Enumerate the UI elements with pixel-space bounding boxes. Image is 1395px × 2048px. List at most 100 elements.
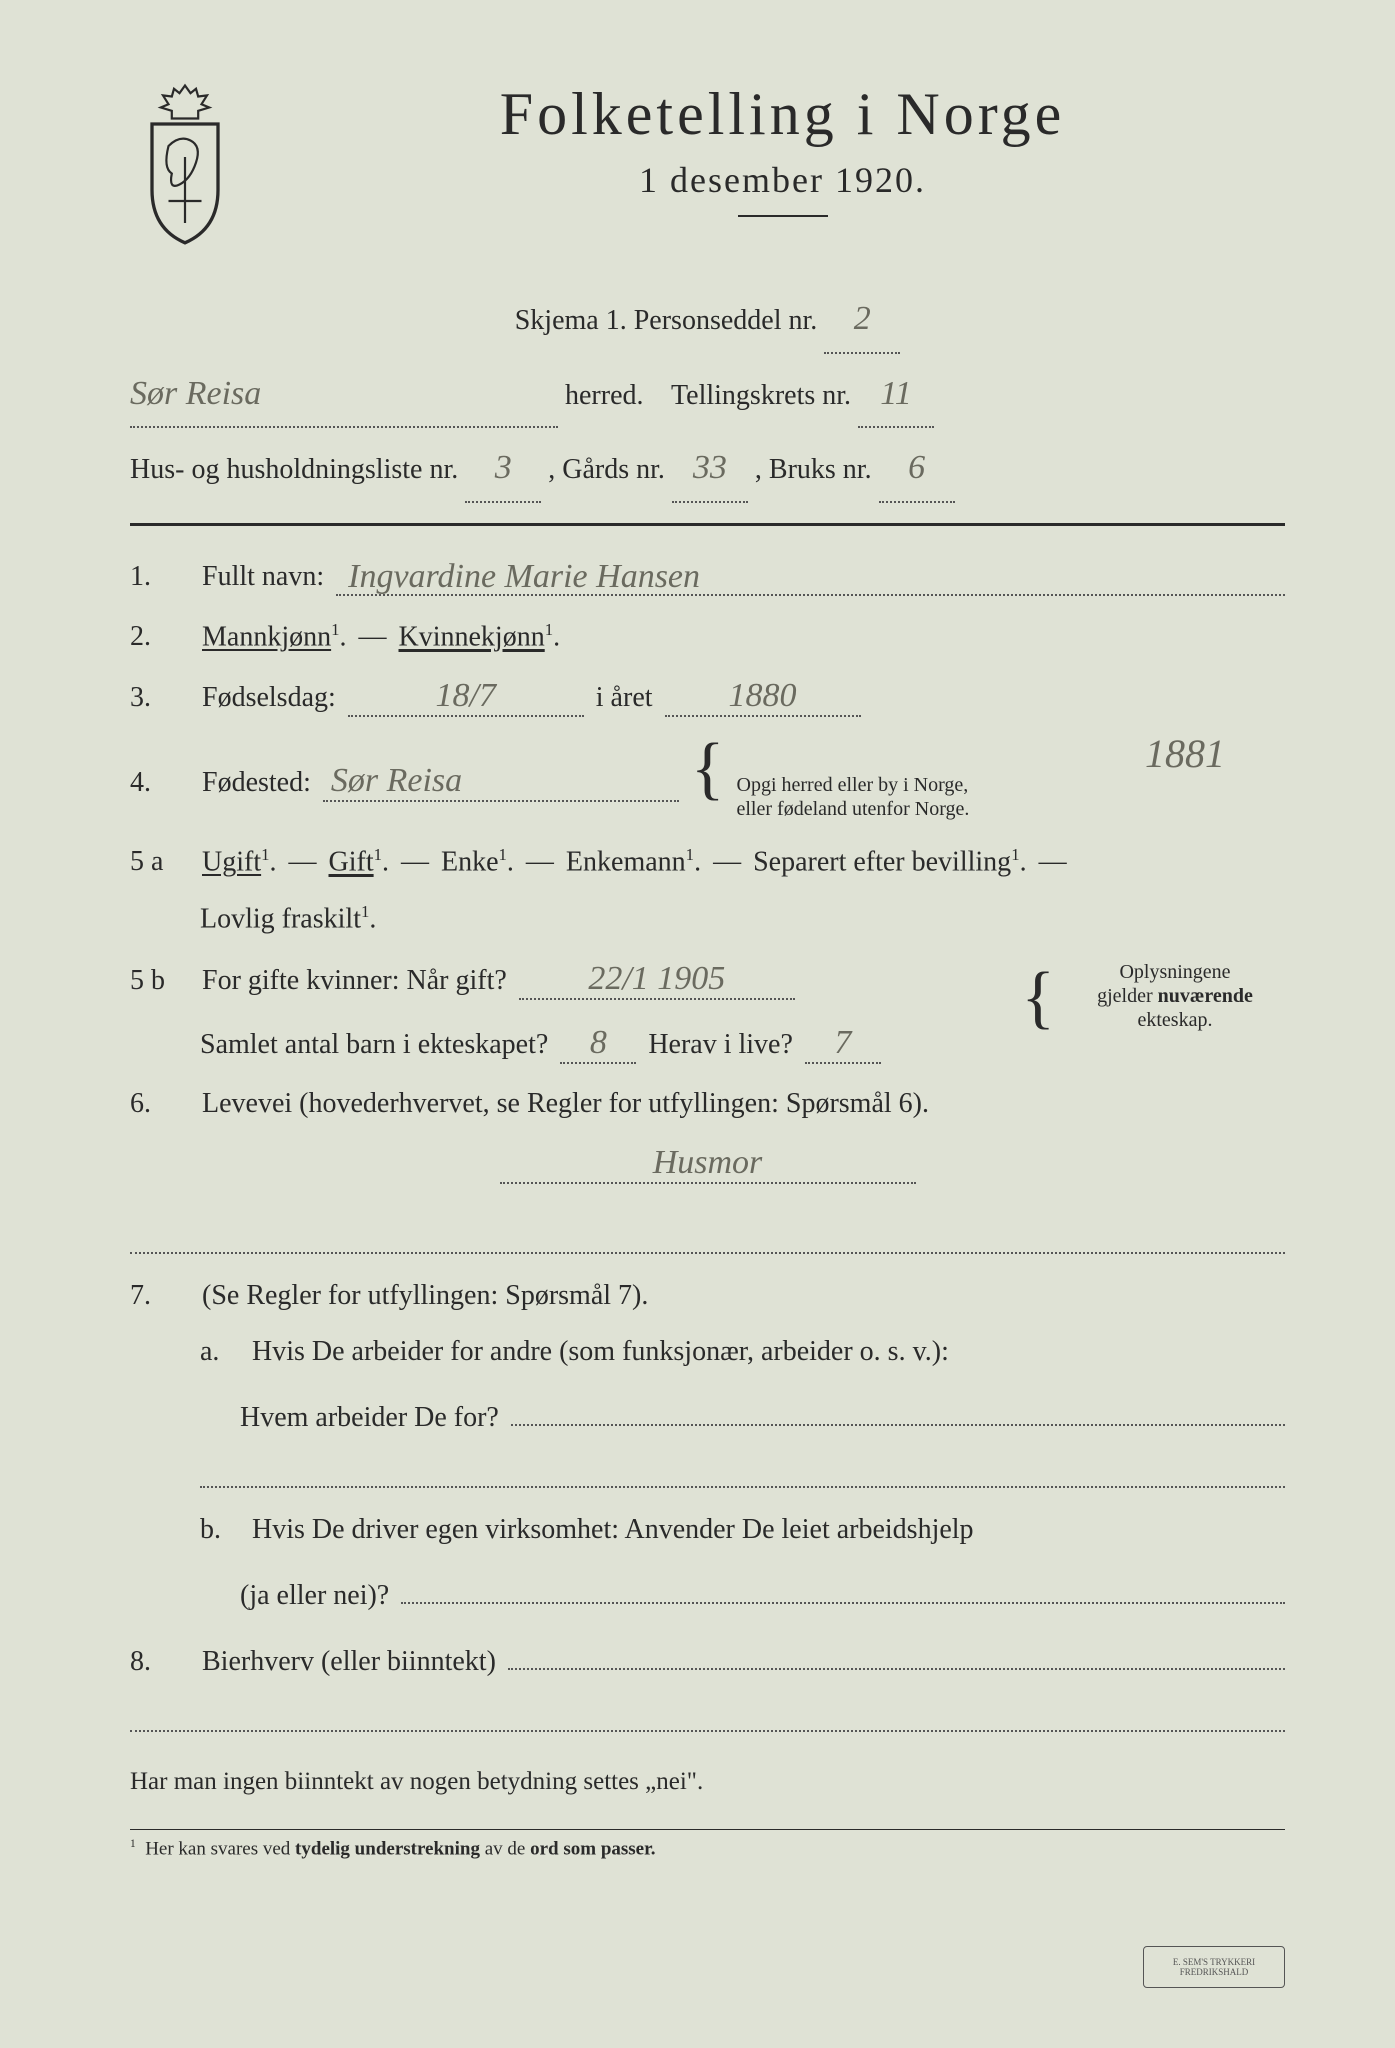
q7b-q-row: (ja eller nei)? (240, 1570, 1285, 1612)
q5a-row: 5 a Ugift1. — Gift1. — Enke1. — Enkemann… (130, 845, 1285, 878)
q7b-q: (ja eller nei)? (240, 1580, 389, 1612)
q3-year: 1880 (665, 677, 861, 717)
footer-note: Har man ingen biinntekt av nogen betydni… (130, 1758, 1285, 1806)
q6-value-row: Husmor (130, 1144, 1285, 1184)
herred-label: herred. (565, 380, 644, 411)
q7-label: (Se Regler for utfyllingen: Spørsmål 7). (202, 1280, 648, 1312)
q5b-label1: For gifte kvinner: Når gift? (202, 965, 507, 997)
tellingskrets-label: Tellingskrets nr. (671, 380, 851, 411)
q8-num: 8. (130, 1646, 190, 1678)
q5a-enkemann: Enkemann (566, 846, 686, 877)
q5a-ugift: Ugift (202, 846, 261, 877)
dash-4: — (713, 846, 741, 878)
q8-fill (508, 1636, 1285, 1670)
q4-label: Fødested: (202, 767, 311, 799)
dash-1: — (289, 846, 317, 878)
footnote-num: 1 (130, 1838, 136, 1850)
q5a-gift: Gift (329, 846, 374, 877)
dash-3: — (526, 846, 554, 878)
q5b-num: 5 b (130, 965, 190, 997)
q7b-text: Hvis De driver egen virksomhet: Anvender… (252, 1514, 974, 1546)
q7a-fill (511, 1392, 1285, 1426)
coat-of-arms-icon (130, 80, 240, 240)
q8-label: Bierhverv (eller biinntekt) (202, 1646, 496, 1678)
q6-line2 (130, 1224, 1285, 1254)
q3-label: Fødselsdag: (202, 682, 336, 714)
q7a-line2 (200, 1458, 1285, 1488)
q7a-row: a. Hvis De arbeider for andre (som funks… (200, 1336, 1285, 1368)
footnote: 1 Her kan svares ved tydelig understrekn… (130, 1829, 1285, 1860)
herred-value: Sør Reisa (130, 362, 558, 429)
q7a-q: Hvem arbeider De for? (240, 1402, 499, 1434)
title-rule (738, 215, 828, 217)
q5a-separert: Separert efter bevilling (753, 846, 1011, 877)
q5b-side1: Oplysningene (1119, 961, 1230, 983)
q7a-q-row: Hvem arbeider De for? (240, 1392, 1285, 1434)
q5a-lovlig: Lovlig fraskilt (200, 904, 361, 935)
bruks-label: , Bruks nr. (755, 454, 872, 485)
q5b-brace: { (1021, 970, 1055, 1026)
q4-sidenote: Opgi herred eller by i Norge, eller føde… (737, 773, 970, 821)
q6-value: Husmor (500, 1144, 916, 1184)
q1-label: Fullt navn: (202, 561, 324, 593)
q7-row: 7. (Se Regler for utfyllingen: Spørsmål … (130, 1280, 1285, 1312)
husliste-nr: 3 (465, 436, 541, 503)
form-title: Folketelling i Norge (280, 80, 1285, 149)
q2-mann: Mannkjønn (202, 621, 331, 652)
q4-brace: { (691, 741, 725, 797)
q2-dash: — (359, 621, 387, 653)
q1-row: 1. Fullt navn: Ingvardine Marie Hansen (130, 556, 1285, 596)
q5b-side2: gjelder nuværende (1097, 985, 1253, 1007)
questions: 1. Fullt navn: Ingvardine Marie Hansen 2… (130, 556, 1285, 1861)
q4-side2: eller fødeland utenfor Norge. (737, 798, 970, 820)
husliste-label: Hus- og husholdningsliste nr. (130, 454, 458, 485)
q7a-num: a. (200, 1336, 240, 1368)
q3-num: 3. (130, 682, 190, 714)
herred-line: Sør Reisa herred. Tellingskrets nr. 11 (130, 362, 1285, 429)
gards-label: , Gårds nr. (548, 454, 665, 485)
census-form-page: Folketelling i Norge 1 desember 1920. Sk… (0, 0, 1395, 2048)
q2-kvinne: Kvinnekjønn (399, 621, 545, 652)
q5a-enke: Enke (441, 846, 499, 877)
printer-stamp: E. SEM'S TRYKKERI FREDRIKSHALD (1143, 1946, 1285, 1988)
q3-day: 18/7 (348, 677, 584, 717)
q5b-label2: Samlet antal barn i ekteskapet? (200, 1029, 548, 1061)
title-block: Folketelling i Norge 1 desember 1920. (280, 80, 1285, 247)
q1-num: 1. (130, 561, 190, 593)
skjema-nr: 2 (824, 287, 900, 354)
q8-row: 8. Bierhverv (eller biinntekt) (130, 1636, 1285, 1678)
q3-row: 3. Fødselsdag: 18/7 i året 1880 (130, 677, 1285, 717)
q4-value: Sør Reisa (323, 762, 679, 802)
q4-side1: Opgi herred eller by i Norge, (737, 774, 969, 796)
divider-rule (130, 523, 1285, 526)
header: Folketelling i Norge 1 desember 1920. (130, 80, 1285, 247)
q1-value: Ingvardine Marie Hansen (336, 558, 700, 595)
q5a-num: 5 a (130, 846, 190, 878)
q2-row: 2. Mannkjønn1. — Kvinnekjønn1. (130, 620, 1285, 653)
q6-label: Levevei (hovederhvervet, se Regler for u… (202, 1088, 929, 1120)
q5b-value3: 7 (805, 1024, 881, 1064)
stamp-line1: E. SEM'S TRYKKERI (1144, 1957, 1284, 1967)
q6-row: 6. Levevei (hovederhvervet, se Regler fo… (130, 1088, 1285, 1120)
q4-row: 4. Fødested: Sør Reisa { Opgi herred ell… (130, 741, 1285, 821)
q6-num: 6. (130, 1088, 190, 1120)
q7b-num: b. (200, 1514, 240, 1546)
q3-year-label: i året (596, 682, 653, 714)
footnote-text: Her kan svares ved tydelig understreknin… (145, 1839, 655, 1860)
crest-svg (130, 80, 240, 245)
stamp-line2: FREDRIKSHALD (1144, 1967, 1284, 1977)
q5b-row2: Samlet antal barn i ekteskapet? 8 Herav … (200, 1024, 1285, 1064)
husliste-line: Hus- og husholdningsliste nr. 3 , Gårds … (130, 436, 1285, 503)
side-hand-note: 1881 (1145, 730, 1225, 777)
tellingskrets-nr: 11 (858, 362, 934, 429)
q7-num: 7. (130, 1280, 190, 1312)
form-subtitle: 1 desember 1920. (280, 159, 1285, 201)
q7b-fill (401, 1570, 1285, 1604)
q2-num: 2. (130, 621, 190, 653)
q5a-row2: Lovlig fraskilt1. (200, 902, 1285, 935)
q7b-row: b. Hvis De driver egen virksomhet: Anven… (200, 1514, 1285, 1546)
dash-2: — (401, 846, 429, 878)
q5b-value2: 8 (560, 1024, 636, 1064)
dash-5: — (1039, 846, 1067, 878)
q5b-sidenote: Oplysningene gjelder nuværende ekteskap. (1065, 960, 1285, 1032)
